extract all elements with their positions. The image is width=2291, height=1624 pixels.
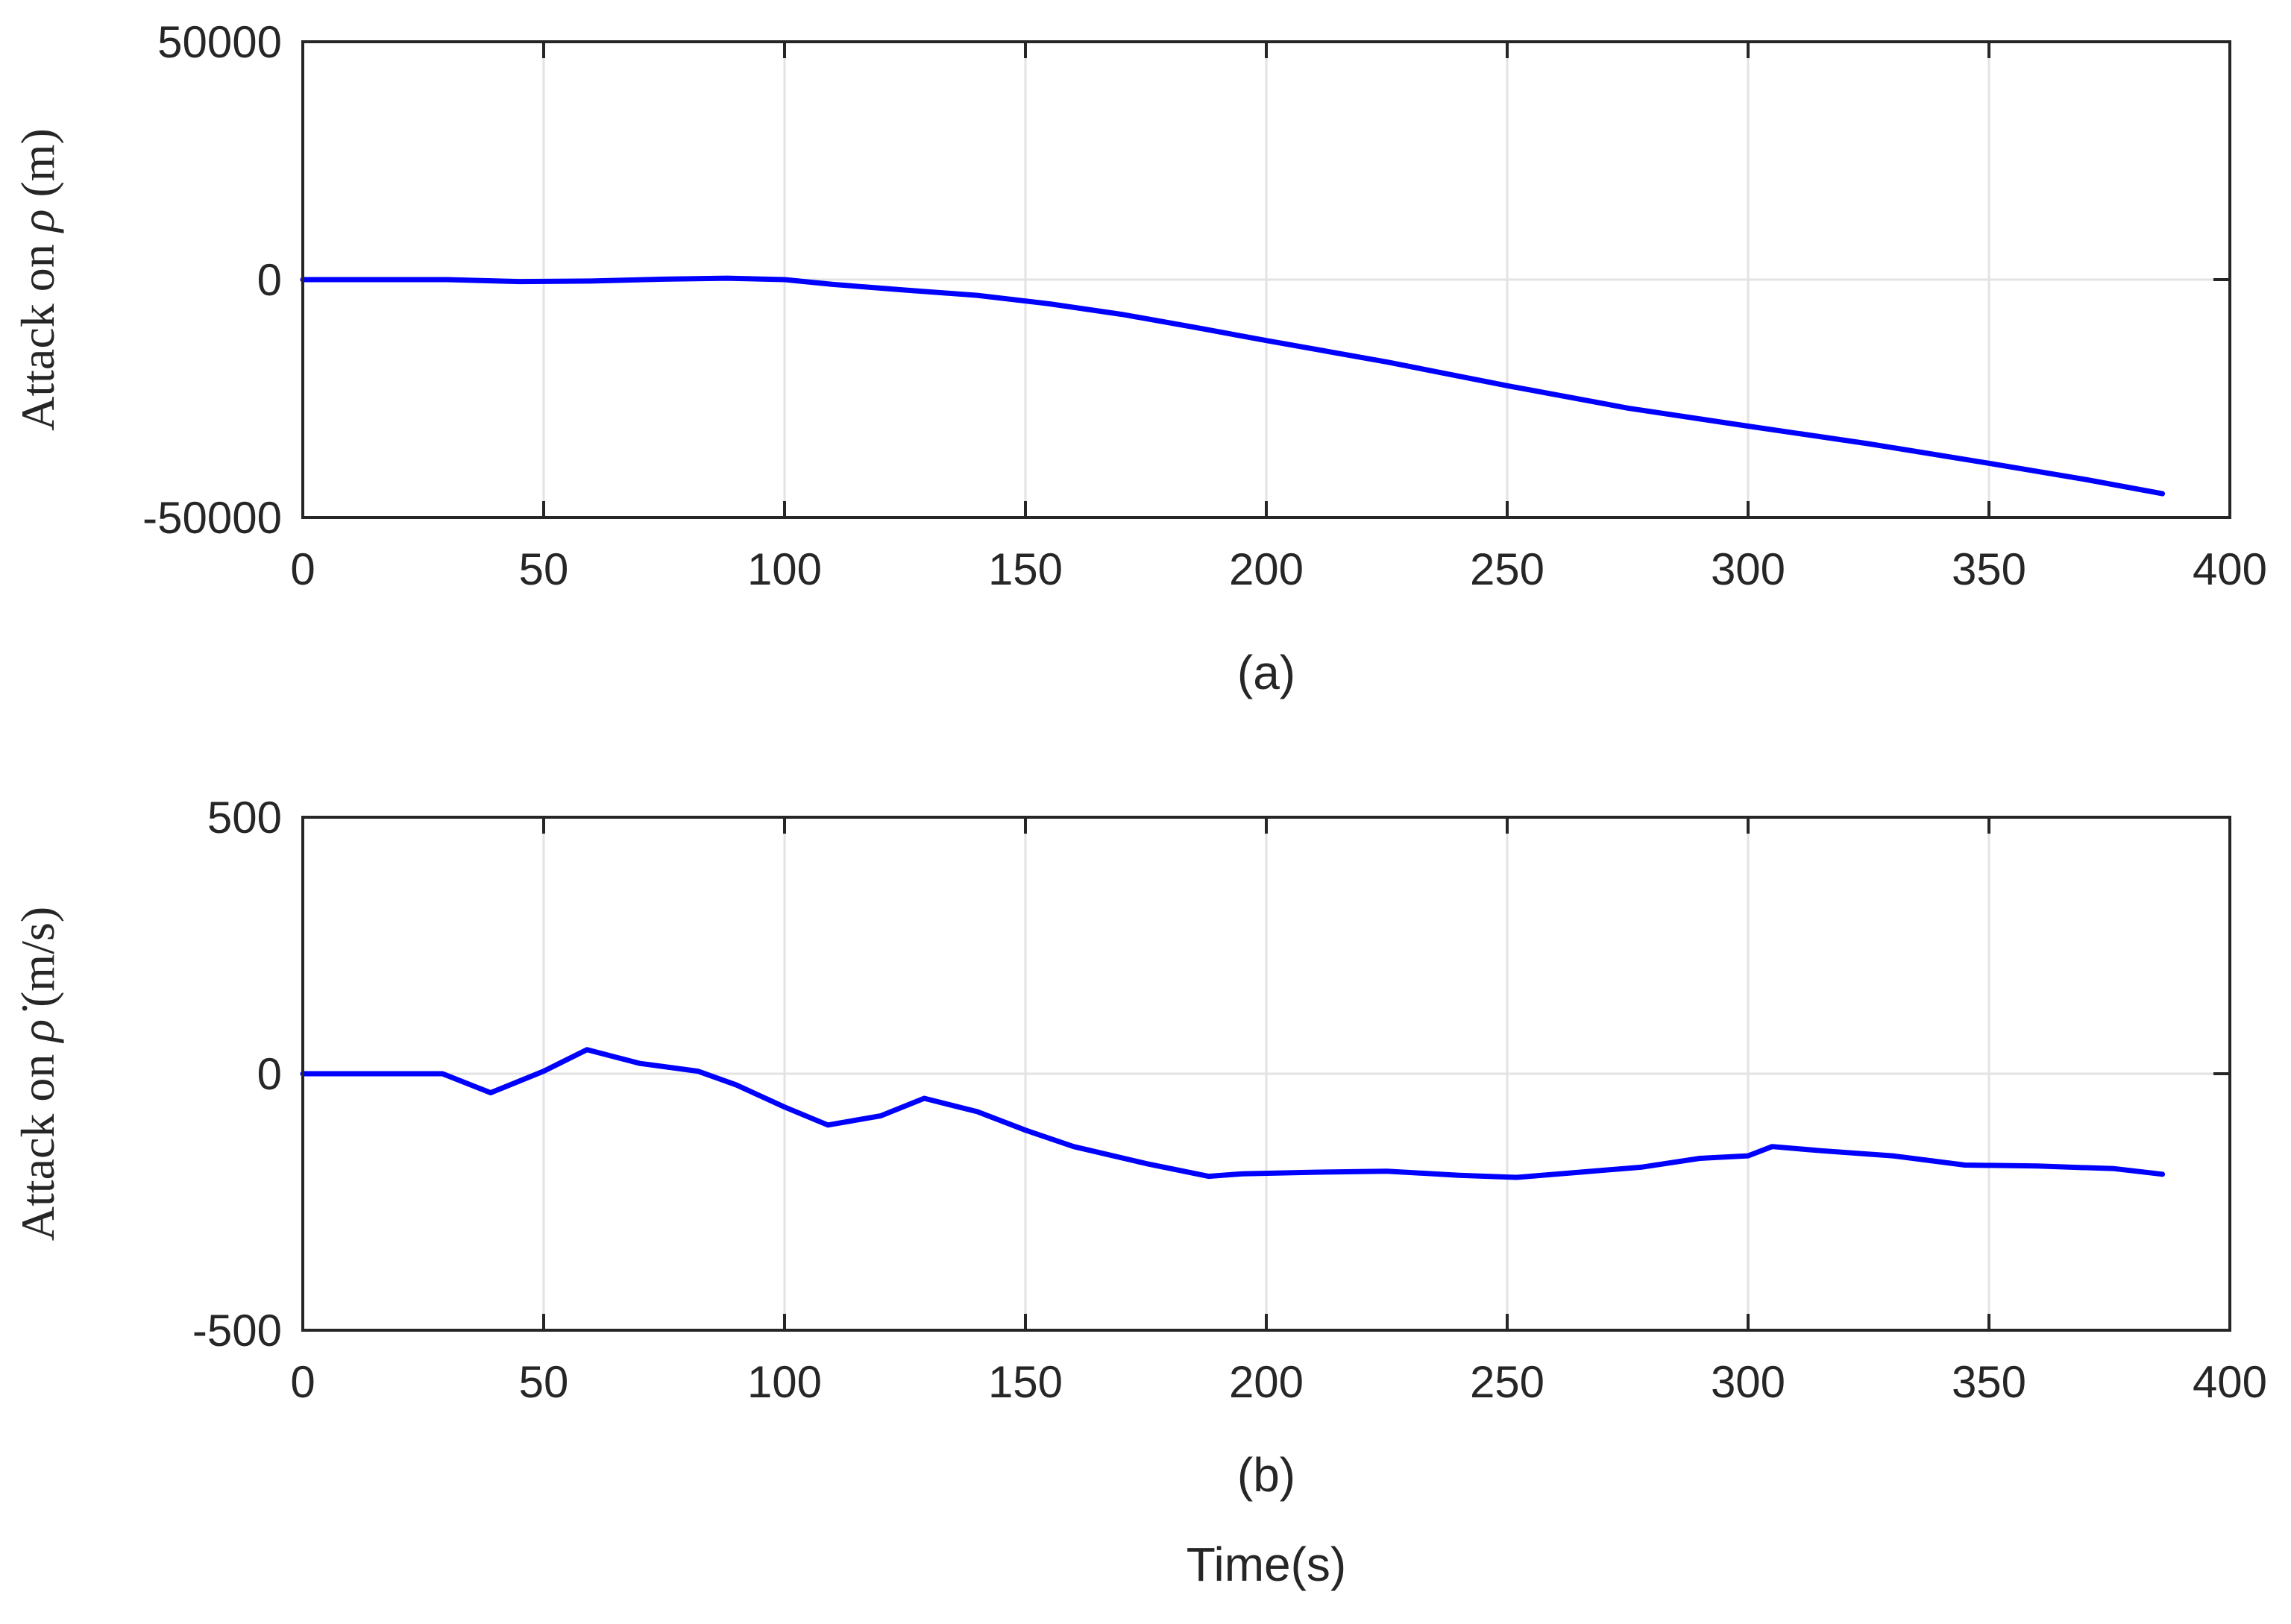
chart0-xtick-label-300: 300 — [1711, 544, 1785, 594]
chart0-axes-box — [301, 40, 2231, 519]
chart0-xtick-label-250: 250 — [1470, 544, 1544, 594]
chart0-xtick-label-0: 0 — [290, 544, 315, 594]
chart1-ytick-label-0: 0 — [257, 1049, 282, 1099]
chart0-ylabel-symbol: ρ — [11, 210, 64, 234]
chart1-series-attack-rho-dot — [300, 1047, 2166, 1180]
chart1-xtick-label-50: 50 — [519, 1357, 569, 1407]
chart1-xtick-label-250: 250 — [1470, 1357, 1544, 1407]
chart0-xtick-label-150: 150 — [988, 544, 1063, 594]
chart1-ytick-label--500: -500 — [192, 1306, 282, 1356]
chart1-xtick-label-350: 350 — [1952, 1357, 2026, 1407]
chart0-ytick-label-0: 0 — [257, 255, 282, 305]
chart0-xtick-label-350: 350 — [1952, 544, 2026, 594]
chart0-ylabel-prefix: Attack on — [11, 232, 64, 431]
chart1-ytick-label-500: 500 — [207, 793, 282, 843]
chart0-xtick-label-50: 50 — [519, 544, 569, 594]
panel-b: 0 50 100 150 200 250 300 350 400-5000500(b)Time(… — [11, 793, 2267, 1591]
chart0-series-attack-rho — [300, 275, 2166, 497]
chart1-xtick-label-150: 150 — [988, 1357, 1063, 1407]
chart1-xtick-label-400: 400 — [2193, 1357, 2267, 1407]
chart1-xtick-label-0: 0 — [290, 1357, 315, 1407]
chart1-axes-box — [301, 816, 2231, 1332]
chart0-ytick-label--50000: -50000 — [142, 493, 282, 543]
chart0-xtick-label-200: 200 — [1229, 544, 1304, 594]
chart1-ylabel-unit: (m/s) — [11, 907, 64, 1019]
chart0-ylabel: Attack on ρ (m) — [11, 128, 64, 431]
chart1-ylabel: Attack on ρ̇ (m/s) — [11, 907, 64, 1241]
chart1-xtick-label-200: 200 — [1229, 1357, 1304, 1407]
chart1-xlabel: Time(s) — [1187, 1538, 1346, 1591]
chart0-ytick-label-50000: 50000 — [157, 17, 282, 67]
chart1-ylabel-prefix: Attack on — [11, 1042, 64, 1241]
chart1-caption: (b) — [1237, 1448, 1295, 1502]
panel-a: 0 50 100 150 200 250 300 350 400-50000050000(a)A… — [11, 17, 2267, 699]
chart0-caption: (a) — [1237, 646, 1295, 699]
chart1-xtick-label-100: 100 — [747, 1357, 822, 1407]
chart0-ylabel-unit: (m) — [11, 128, 64, 209]
chart1-xtick-label-300: 300 — [1711, 1357, 1785, 1407]
chart0-xtick-label-100: 100 — [747, 544, 822, 594]
chart0-xtick-label-400: 400 — [2193, 544, 2267, 594]
